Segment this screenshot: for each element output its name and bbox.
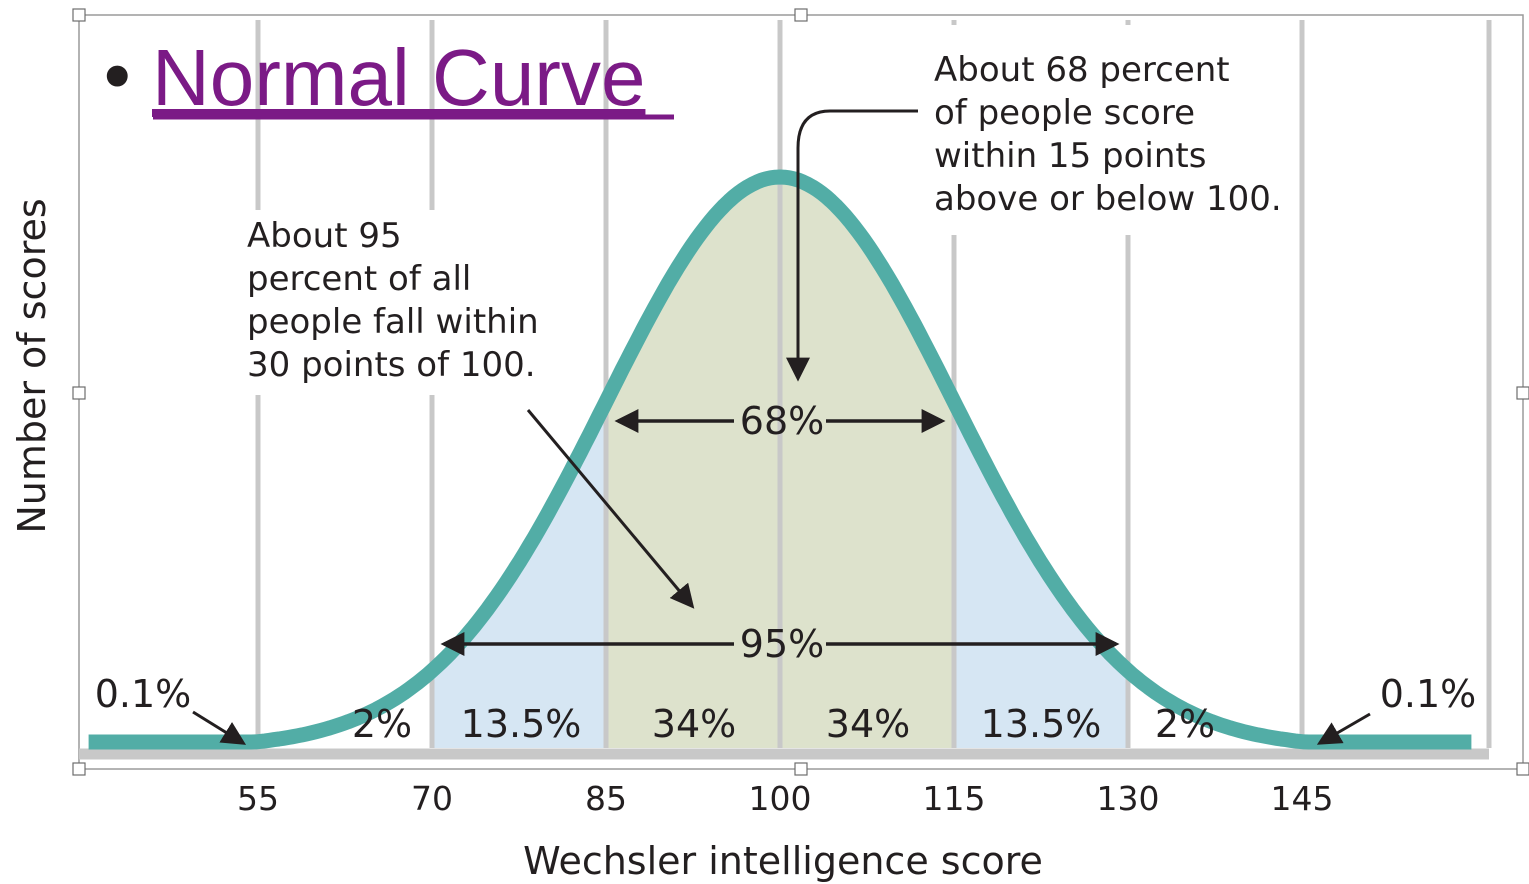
segment-label-6: 2% bbox=[1155, 702, 1215, 746]
annotation-95-line-3: people fall within bbox=[247, 302, 539, 342]
slide-title-link[interactable]: Normal Curve bbox=[152, 33, 645, 122]
x-tick-label-70: 70 bbox=[411, 779, 453, 818]
annotation-95-line-2: percent of all bbox=[247, 259, 471, 299]
grid-layer bbox=[255, 20, 1492, 748]
normal-curve bbox=[85, 169, 1475, 750]
span-68-label: 68% bbox=[740, 399, 824, 443]
annotation-95-arrow bbox=[526, 409, 695, 609]
resize-handle-bottom-right[interactable] bbox=[1516, 762, 1529, 776]
segment-label-2: 13.5% bbox=[461, 702, 582, 746]
title-bullet: • bbox=[96, 36, 138, 120]
curve-layer bbox=[85, 169, 1475, 750]
x-tick-label-145: 145 bbox=[1271, 779, 1334, 818]
segment-label-5: 13.5% bbox=[981, 702, 1102, 746]
x-tick-label-130: 130 bbox=[1097, 779, 1160, 818]
x-axis-title: Wechsler intelligence score bbox=[523, 839, 1043, 883]
label-layer: 55 70 85 100 115 130 145 2% 13.5% 34% 34% 13.5% 2% 0.… bbox=[95, 399, 1477, 818]
annotation-95-line-1: About 95 bbox=[247, 216, 402, 256]
selection-handles[interactable] bbox=[72, 8, 1529, 776]
resize-handle-middle-right[interactable] bbox=[1516, 386, 1529, 400]
tail-label-right: 0.1% bbox=[1380, 672, 1477, 716]
annotation-68-line-2: of people score bbox=[934, 93, 1195, 133]
x-tick-label-100: 100 bbox=[749, 779, 812, 818]
resize-handle-top-left[interactable] bbox=[72, 8, 86, 22]
resize-handle-bottom-middle[interactable] bbox=[794, 762, 808, 776]
annotation-68-line-4: above or below 100. bbox=[934, 179, 1282, 219]
y-axis-title: Number of scores bbox=[10, 198, 54, 533]
segment-label-3: 34% bbox=[652, 702, 736, 746]
resize-handle-top-middle[interactable] bbox=[794, 8, 808, 22]
segment-label-4: 34% bbox=[826, 702, 910, 746]
resize-handle-bottom-left[interactable] bbox=[72, 762, 86, 776]
tail-arrow-left bbox=[192, 710, 247, 745]
x-tick-label-85: 85 bbox=[585, 779, 627, 818]
tail-arrow-right bbox=[1316, 712, 1371, 745]
annotation-95-line-4: 30 points of 100. bbox=[247, 345, 536, 385]
x-tick-label-115: 115 bbox=[923, 779, 986, 818]
annotation-68-line-1: About 68 percent bbox=[934, 50, 1230, 90]
segment-label-1: 2% bbox=[352, 702, 412, 746]
annotation-68-arrow bbox=[786, 109, 918, 382]
span-95-label: 95% bbox=[740, 622, 824, 666]
x-tick-label-55: 55 bbox=[237, 779, 279, 818]
resize-handle-middle-left[interactable] bbox=[72, 386, 86, 400]
annotation-68-line-3: within 15 points bbox=[934, 136, 1206, 176]
tail-label-left: 0.1% bbox=[95, 672, 192, 716]
